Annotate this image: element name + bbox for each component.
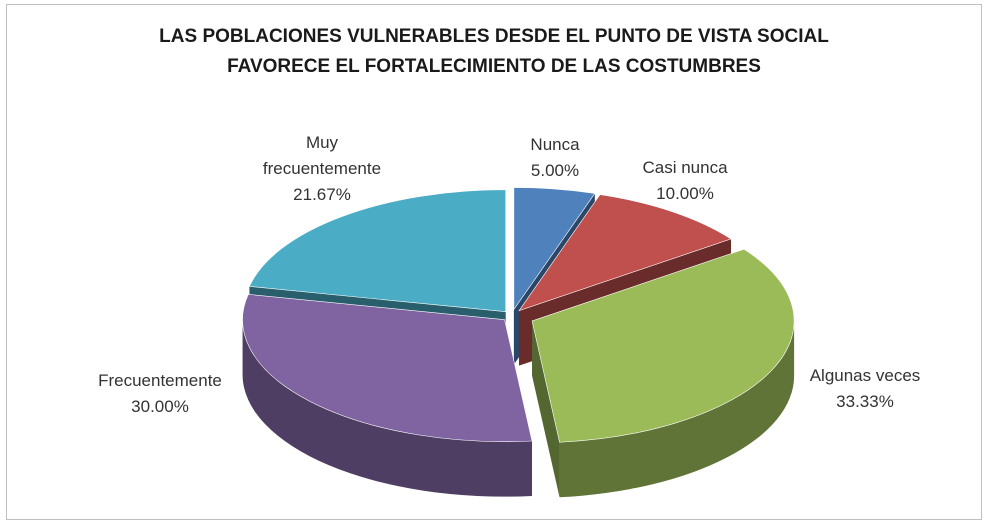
value-label: 10.00%: [656, 184, 714, 203]
slice-side: [242, 319, 533, 497]
data-label: Frecuentemente 30.00%: [75, 368, 245, 420]
slice: [518, 194, 732, 312]
category-label: Algunas veces: [809, 366, 921, 385]
value-label: 33.33%: [836, 392, 894, 411]
data-label: Nunca 5.00%: [470, 132, 640, 184]
chart-frame: [6, 4, 982, 520]
slice: [242, 294, 533, 442]
value-label: 5.00%: [530, 161, 580, 180]
data-label: Muy frecuentemente 21.67%: [252, 130, 392, 208]
data-label: Casi nunca 10.00%: [600, 155, 770, 207]
slice: [248, 189, 507, 313]
slice-side: [559, 320, 795, 498]
category-label: Casi nunca: [642, 158, 728, 177]
slice-face: [532, 320, 560, 498]
slice: [531, 248, 795, 443]
category-label: Muy frecuentemente: [262, 133, 382, 178]
slice: [513, 187, 596, 311]
data-label: Algunas veces 33.33%: [780, 363, 950, 415]
chart-title: LAS POBLACIONES VULNERABLES DESDE EL PUN…: [159, 26, 829, 77]
category-label: Nunca: [530, 135, 580, 154]
category-label: Frecuentemente: [98, 371, 222, 390]
value-label: 21.67%: [293, 185, 351, 204]
value-label: 30.00%: [131, 397, 189, 416]
